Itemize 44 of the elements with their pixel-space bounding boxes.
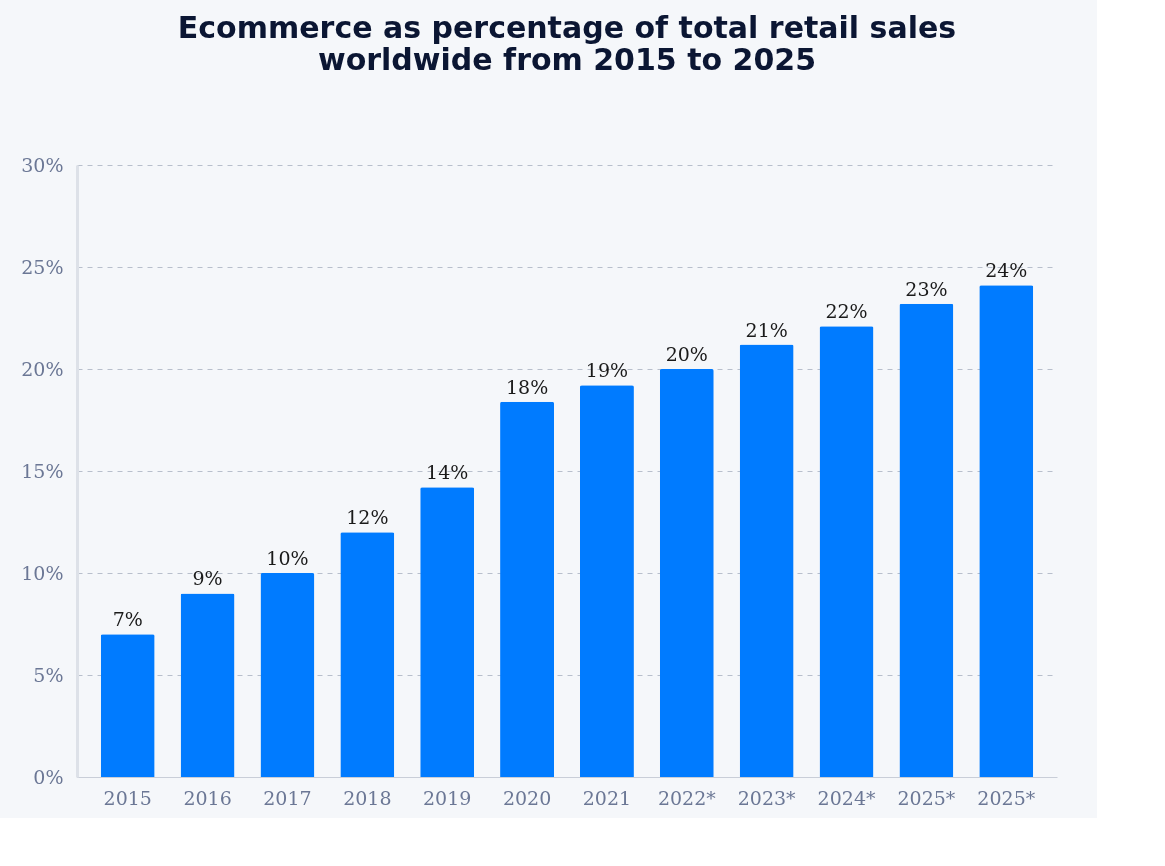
y-tick-label: 0%	[33, 765, 64, 788]
bar	[260, 573, 315, 777]
x-tick-label: 2021	[582, 786, 632, 809]
y-tick-label: 25%	[21, 255, 64, 278]
y-tick-label: 5%	[33, 663, 64, 686]
bar	[899, 303, 954, 777]
x-tick-label: 2023*	[737, 786, 797, 809]
bar	[979, 285, 1034, 777]
data-label: 14%	[426, 461, 469, 484]
x-tick-label: 2017	[263, 786, 312, 809]
data-label: 12%	[346, 506, 389, 529]
data-label: 9%	[192, 567, 223, 590]
data-label: 24%	[985, 259, 1028, 282]
data-label: 7%	[112, 608, 143, 631]
bar	[180, 593, 235, 777]
bar	[500, 401, 555, 777]
bar	[579, 385, 634, 777]
data-label: 23%	[905, 277, 948, 300]
data-label: 19%	[585, 359, 629, 382]
x-tick-label: 2025*	[897, 786, 956, 809]
text: Ecommerce as percentage of total retail sales	[177, 10, 957, 45]
x-tick-label: 2024*	[817, 786, 876, 809]
bar	[340, 532, 395, 777]
data-label: 20%	[665, 343, 708, 365]
data-label: 21%	[745, 318, 788, 341]
x-tick-label: 2018	[343, 786, 392, 809]
x-tick-label: 2015	[103, 786, 152, 809]
x-tick-label: 2025*	[977, 786, 1036, 809]
bar	[739, 344, 794, 777]
bar	[659, 369, 714, 777]
x-tick-label: 2022*	[657, 786, 717, 809]
data-label: 22%	[825, 300, 868, 323]
x-tick-label: 2019	[423, 786, 472, 809]
y-tick-label: 20%	[21, 357, 64, 380]
data-label: 10%	[266, 547, 309, 569]
x-tick-label: 2020	[502, 786, 552, 809]
bar	[819, 326, 874, 777]
data-label: 18%	[505, 375, 549, 398]
bar	[420, 487, 475, 777]
bar	[100, 634, 155, 777]
y-tick-label: 30%	[21, 153, 64, 176]
y-tick-label: 15%	[21, 459, 64, 482]
x-tick-label: 2016	[183, 786, 232, 809]
y-tick-label: 10%	[21, 561, 64, 584]
